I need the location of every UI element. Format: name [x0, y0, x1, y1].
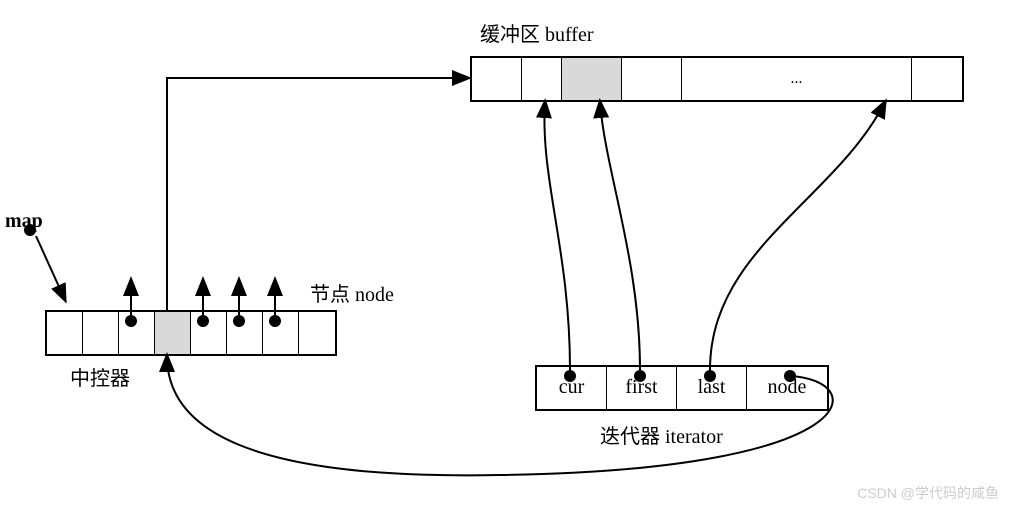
buffer-cell-shaded [562, 58, 622, 100]
ctrl-cell [83, 312, 119, 354]
iter-dot-last [704, 370, 716, 382]
controller-label: 中控器 [70, 362, 130, 391]
arrow-first [600, 102, 640, 370]
buffer-title: 缓冲区 buffer [480, 18, 594, 47]
buffer-cell [622, 58, 682, 100]
iter-dot-first [634, 370, 646, 382]
buffer-cell [472, 58, 522, 100]
ellipsis-text: ... [791, 70, 803, 87]
iterator-title: 迭代器 iterator [600, 420, 723, 449]
ctrl-cell-shaded [155, 312, 191, 354]
buffer-cell [912, 58, 962, 100]
iter-dot-node [784, 370, 796, 382]
arrow-cur [544, 102, 570, 370]
buffer-row: ... [470, 56, 964, 102]
ctrl-dot [269, 315, 281, 327]
watermark: CSDN @学代码的咸鱼 [857, 483, 999, 503]
map-dot [24, 224, 36, 236]
controller-row [45, 310, 337, 356]
ctrl-cell [299, 312, 335, 354]
ctrl-dot [197, 315, 209, 327]
arrow-map-to-ctrl [36, 236, 65, 300]
buffer-cell [522, 58, 562, 100]
buffer-cell-ellipsis: ... [682, 58, 912, 100]
node-title: 节点 node [310, 278, 394, 307]
iter-dot-cur [564, 370, 576, 382]
ctrl-cell [47, 312, 83, 354]
ctrl-dot [233, 315, 245, 327]
ctrl-dot [125, 315, 137, 327]
arrow-ctrl-to-buffer [167, 78, 468, 310]
arrow-last [710, 102, 885, 370]
